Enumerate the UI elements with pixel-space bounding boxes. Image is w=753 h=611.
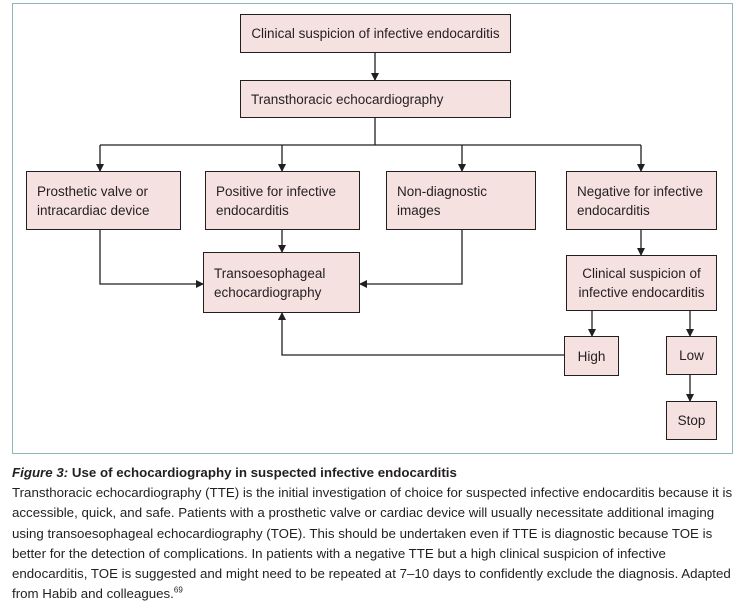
arrow-high-to-toe <box>278 312 564 356</box>
figure-frame <box>12 3 733 454</box>
arrow-prosthetic-to-toe <box>99 230 204 288</box>
caption-title-line: Figure 3: Use of echocardiography in sus… <box>12 463 737 483</box>
caption-body: Transthoracic echocardiography (TTE) is … <box>12 485 733 602</box>
caption-text: Transthoracic echocardiography (TTE) is … <box>12 483 737 604</box>
node-low: Low <box>666 336 717 375</box>
node-positive: Positive for infective endocarditis <box>205 171 360 230</box>
caption-title: Use of echocardiography in suspected inf… <box>71 465 457 480</box>
node-non-diagnostic: Non-diagnostic images <box>386 171 536 230</box>
node-transthoracic-echo: Transthoracic echocardiography <box>240 80 511 118</box>
node-transoesophageal-echo: Transoesophageal echocardiography <box>203 252 360 313</box>
node-high: High <box>564 336 619 376</box>
arrow-nondiagnostic-to-toe <box>359 230 463 288</box>
reference-number: 69 <box>173 585 183 595</box>
node-prosthetic-valve: Prosthetic valve or intracardiac device <box>26 171 181 230</box>
node-stop: Stop <box>666 401 717 440</box>
node-clinical-suspicion-2: Clinical suspicion of infective endocard… <box>566 255 717 311</box>
node-negative: Negative for infective endocarditis <box>566 171 717 230</box>
flow-connectors <box>96 53 694 402</box>
node-clinical-suspicion: Clinical suspicion of infective endocard… <box>240 14 511 53</box>
figure-label: Figure 3: <box>12 465 69 480</box>
figure-caption: Figure 3: Use of echocardiography in sus… <box>12 463 737 604</box>
